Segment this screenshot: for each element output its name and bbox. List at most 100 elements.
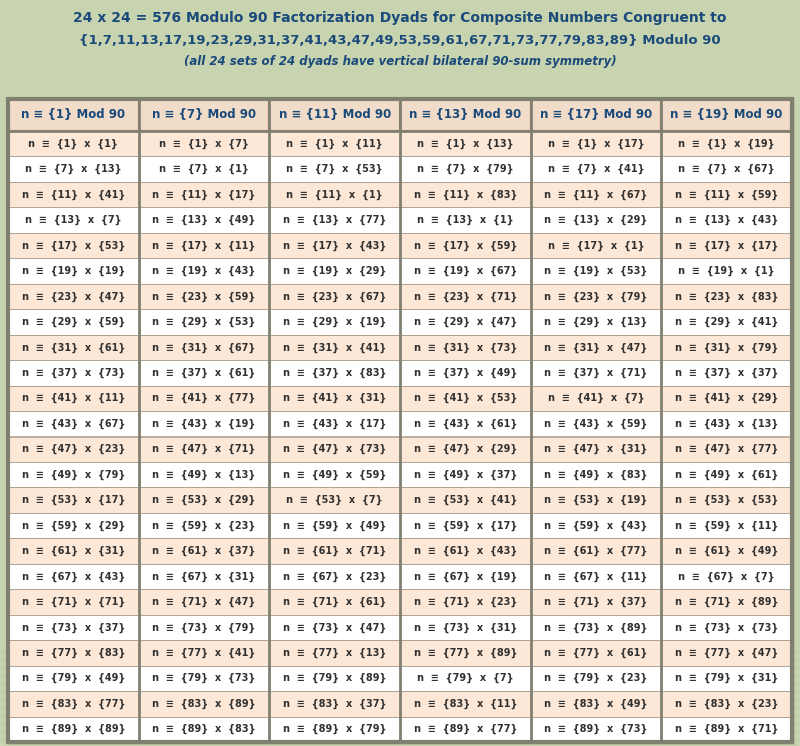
Bar: [530, 233, 662, 258]
Bar: [270, 99, 400, 131]
Text: n  ≡  {71}  x  {37}: n ≡ {71} x {37}: [544, 597, 648, 607]
Text: {1,7,11,13,17,19,23,29,31,37,41,43,47,49,53,59,61,67,71,73,77,79,83,89} Modulo 9: {1,7,11,13,17,19,23,29,31,37,41,43,47,49…: [79, 34, 721, 46]
Bar: [530, 539, 662, 564]
Bar: [270, 589, 400, 615]
Bar: [8, 564, 138, 589]
Text: n  ≡  {67}  x  {43}: n ≡ {67} x {43}: [22, 571, 125, 582]
Bar: [662, 258, 792, 283]
Text: n  ≡  {59}  x  {23}: n ≡ {59} x {23}: [152, 521, 256, 530]
Bar: [138, 309, 270, 335]
Bar: [530, 665, 662, 691]
Bar: [400, 589, 530, 615]
Bar: [8, 157, 138, 182]
Text: n  ≡  {37}  x  {71}: n ≡ {37} x {71}: [544, 368, 648, 378]
Bar: [662, 513, 792, 539]
Bar: [530, 360, 662, 386]
Text: n  ≡  {43}  x  {13}: n ≡ {43} x {13}: [675, 419, 778, 429]
Text: n  ≡  {61}  x  {37}: n ≡ {61} x {37}: [152, 546, 256, 557]
Text: n  ≡  {13}  x  {49}: n ≡ {13} x {49}: [152, 215, 256, 225]
Text: n ≡ {17} Mod 90: n ≡ {17} Mod 90: [540, 108, 652, 122]
Text: n  ≡  {71}  x  {47}: n ≡ {71} x {47}: [152, 597, 256, 607]
Text: n  ≡  {23}  x  {47}: n ≡ {23} x {47}: [22, 292, 125, 301]
Text: n  ≡  {31}  x  {67}: n ≡ {31} x {67}: [152, 342, 256, 353]
Text: n  ≡  {83}  x  {11}: n ≡ {83} x {11}: [414, 699, 517, 709]
Text: n  ≡  {41}  x  {31}: n ≡ {41} x {31}: [283, 393, 386, 404]
Text: n  ≡  {67}  x  {31}: n ≡ {67} x {31}: [152, 571, 256, 582]
Bar: [530, 487, 662, 513]
Bar: [138, 717, 270, 742]
Bar: [270, 564, 400, 589]
Bar: [400, 564, 530, 589]
Text: n  ≡  {49}  x  {37}: n ≡ {49} x {37}: [414, 469, 517, 480]
Text: n  ≡  {47}  x  {29}: n ≡ {47} x {29}: [414, 444, 517, 454]
Text: n  ≡  {83}  x  {77}: n ≡ {83} x {77}: [22, 699, 125, 709]
Text: n  ≡  {73}  x  {47}: n ≡ {73} x {47}: [283, 622, 386, 633]
Text: n  ≡  {89}  x  {89}: n ≡ {89} x {89}: [22, 724, 125, 734]
Bar: [8, 691, 138, 717]
Text: n  ≡  {7}  x  {1}: n ≡ {7} x {1}: [159, 164, 249, 175]
Bar: [8, 462, 138, 487]
Text: 24 x 24 = 576 Modulo 90 Factorization Dyads for Composite Numbers Congruent to: 24 x 24 = 576 Modulo 90 Factorization Dy…: [74, 11, 726, 25]
Bar: [8, 717, 138, 742]
Bar: [530, 258, 662, 283]
Bar: [662, 665, 792, 691]
Bar: [400, 207, 530, 233]
Bar: [662, 411, 792, 436]
Bar: [530, 513, 662, 539]
Bar: [270, 309, 400, 335]
Text: n  ≡  {47}  x  {77}: n ≡ {47} x {77}: [675, 444, 778, 454]
Bar: [400, 157, 530, 182]
Bar: [8, 258, 138, 283]
Text: n  ≡  {37}  x  {83}: n ≡ {37} x {83}: [283, 368, 386, 378]
Bar: [400, 615, 530, 640]
Text: n  ≡  {67}  x  {19}: n ≡ {67} x {19}: [414, 571, 517, 582]
Text: n  ≡  {47}  x  {31}: n ≡ {47} x {31}: [544, 444, 648, 454]
Text: n  ≡  {17}  x  {17}: n ≡ {17} x {17}: [675, 240, 778, 251]
Bar: [530, 589, 662, 615]
Text: n  ≡  {37}  x  {49}: n ≡ {37} x {49}: [414, 368, 517, 378]
Bar: [400, 309, 530, 335]
Text: n  ≡  {13}  x  {1}: n ≡ {13} x {1}: [417, 215, 514, 225]
Text: n  ≡  {89}  x  {73}: n ≡ {89} x {73}: [544, 724, 648, 734]
Bar: [530, 640, 662, 665]
Bar: [138, 436, 270, 462]
Text: n  ≡  {79}  x  {23}: n ≡ {79} x {23}: [544, 673, 648, 683]
Text: n  ≡  {1}  x  {1}: n ≡ {1} x {1}: [28, 139, 118, 149]
Text: n  ≡  {79}  x  {7}: n ≡ {79} x {7}: [417, 673, 514, 683]
Bar: [662, 309, 792, 335]
Bar: [530, 386, 662, 411]
Text: n  ≡  {37}  x  {73}: n ≡ {37} x {73}: [22, 368, 125, 378]
Bar: [662, 157, 792, 182]
Text: n  ≡  {61}  x  {43}: n ≡ {61} x {43}: [414, 546, 517, 557]
Bar: [530, 207, 662, 233]
Text: n  ≡  {13}  x  {29}: n ≡ {13} x {29}: [544, 215, 648, 225]
Bar: [270, 539, 400, 564]
Bar: [662, 283, 792, 309]
Text: n  ≡  {89}  x  {83}: n ≡ {89} x {83}: [152, 724, 256, 734]
Bar: [400, 360, 530, 386]
Text: n  ≡  {77}  x  {89}: n ≡ {77} x {89}: [414, 648, 517, 658]
Text: n  ≡  {23}  x  {79}: n ≡ {23} x {79}: [544, 292, 648, 301]
Bar: [530, 615, 662, 640]
Bar: [662, 717, 792, 742]
Text: n  ≡  {31}  x  {79}: n ≡ {31} x {79}: [675, 342, 778, 353]
Bar: [270, 207, 400, 233]
Text: n  ≡  {61}  x  {77}: n ≡ {61} x {77}: [544, 546, 648, 557]
Bar: [270, 335, 400, 360]
Text: n  ≡  {73}  x  {37}: n ≡ {73} x {37}: [22, 622, 125, 633]
Bar: [138, 283, 270, 309]
Text: n  ≡  {61}  x  {71}: n ≡ {61} x {71}: [283, 546, 386, 557]
Bar: [662, 462, 792, 487]
Text: n  ≡  {49}  x  {79}: n ≡ {49} x {79}: [22, 469, 125, 480]
Text: n ≡ {13} Mod 90: n ≡ {13} Mod 90: [410, 108, 522, 122]
Bar: [662, 182, 792, 207]
Text: n  ≡  {71}  x  {23}: n ≡ {71} x {23}: [414, 597, 517, 607]
Bar: [662, 335, 792, 360]
Bar: [400, 487, 530, 513]
Text: n  ≡  {73}  x  {89}: n ≡ {73} x {89}: [544, 622, 648, 633]
Text: n  ≡  {59}  x  {49}: n ≡ {59} x {49}: [283, 521, 386, 530]
Text: n  ≡  {79}  x  {49}: n ≡ {79} x {49}: [22, 673, 125, 683]
Bar: [530, 283, 662, 309]
Bar: [270, 615, 400, 640]
Bar: [530, 717, 662, 742]
